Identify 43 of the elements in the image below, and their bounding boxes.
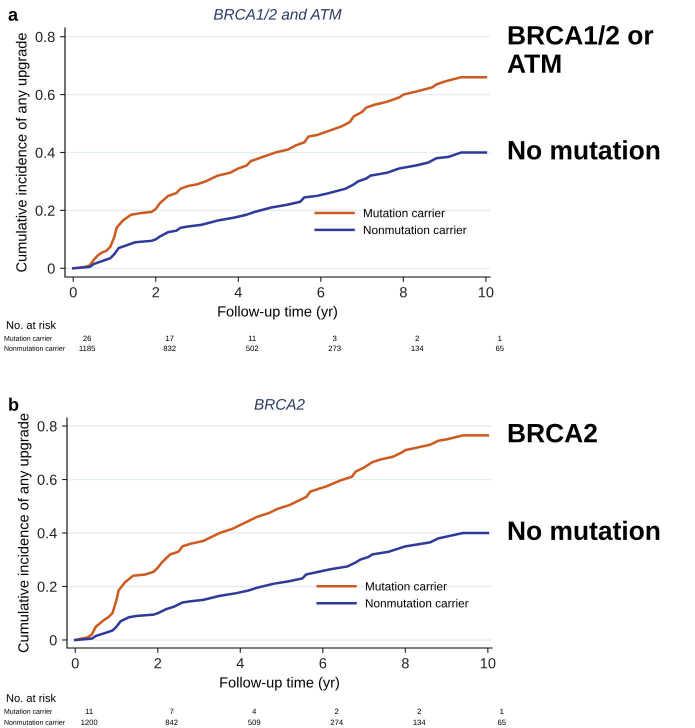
- text: No. at risk: [6, 320, 56, 329]
- y-tick-label: 0.8: [38, 421, 57, 432]
- y-axis-title: Cumulative incidence of any upgrade: [16, 33, 30, 272]
- x-tick-label: 10: [478, 287, 494, 298]
- y-axis-title: Cumulative incidence of any upgrade: [18, 414, 32, 652]
- legend-label: Nonmutation carrier: [366, 598, 468, 608]
- x-tick-label: 4: [234, 287, 242, 298]
- line-series: [74, 434, 490, 642]
- y-tick-label: 0.2: [36, 206, 55, 216]
- x-tick-label: 4: [236, 658, 244, 668]
- x-axis-title: Follow-up time (yr): [218, 306, 337, 320]
- text: BRCA1/2 or ATM: [508, 25, 654, 73]
- x-tick-label: 6: [320, 658, 326, 668]
- y-tick-label: 0.8: [36, 32, 55, 42]
- x-tick-label: 8: [402, 658, 409, 668]
- x-axis-title: Follow-up time (yr): [220, 676, 339, 690]
- text: No. at risk: [6, 694, 56, 702]
- chart-title: BRCA1/2 and ATM: [214, 8, 342, 20]
- text: No mutation: [508, 140, 660, 160]
- legend-label: Mutation carrier: [364, 208, 445, 218]
- y-tick-label: 0.6: [36, 90, 55, 100]
- x-tick-label: 0: [70, 287, 77, 298]
- y-tick-label: 0.4: [36, 148, 55, 158]
- x-tick-label: 8: [400, 287, 407, 298]
- line-series: [72, 151, 488, 270]
- chart-title: BRCA2: [254, 399, 305, 410]
- y-tick-label: 0.2: [38, 582, 57, 592]
- x-tick-label: 2: [152, 287, 160, 298]
- y-tick-label: 0: [48, 263, 55, 274]
- y-tick-label: 0: [50, 635, 57, 646]
- x-tick-label: 6: [318, 287, 324, 298]
- x-tick-label: 0: [72, 658, 79, 668]
- text: BRCA2: [508, 424, 597, 442]
- y-tick-label: 0.6: [38, 474, 57, 485]
- line-series: [74, 532, 490, 642]
- legend-label: Mutation carrier: [366, 582, 447, 591]
- x-tick-label: 10: [480, 658, 496, 668]
- legend-label: Nonmutation carrier: [364, 225, 466, 234]
- text: a: [8, 10, 18, 21]
- text: No mutation: [508, 520, 660, 540]
- y-tick-label: 0.4: [38, 528, 57, 538]
- text: b: [9, 398, 18, 411]
- x-tick-label: 2: [154, 658, 162, 668]
